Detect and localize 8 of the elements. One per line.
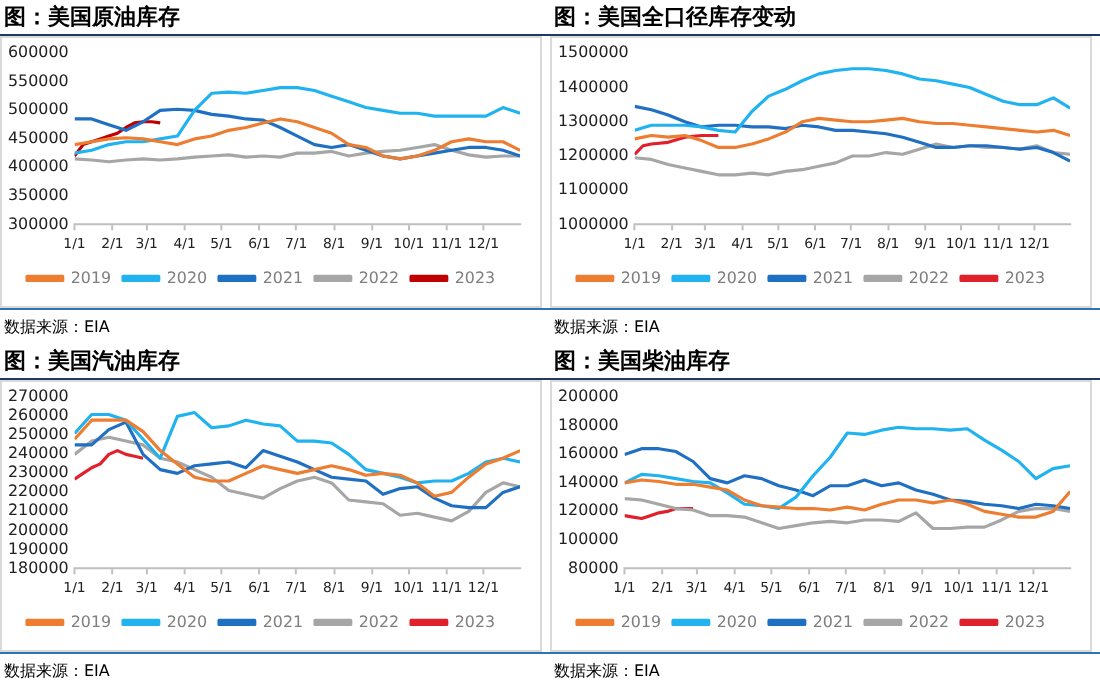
chart-title: 图：美国柴油库存	[550, 344, 1100, 380]
source-note: 数据来源：EIA	[0, 652, 550, 688]
chart-title: 图：美国原油库存	[0, 0, 550, 36]
source-note: 数据来源：EIA	[550, 308, 1100, 344]
chart-title: 图：美国汽油库存	[0, 344, 550, 380]
chart-title: 图：美国全口径库存变动	[550, 0, 1100, 36]
source-note: 数据来源：EIA	[0, 308, 550, 344]
source-note: 数据来源：EIA	[550, 652, 1100, 688]
